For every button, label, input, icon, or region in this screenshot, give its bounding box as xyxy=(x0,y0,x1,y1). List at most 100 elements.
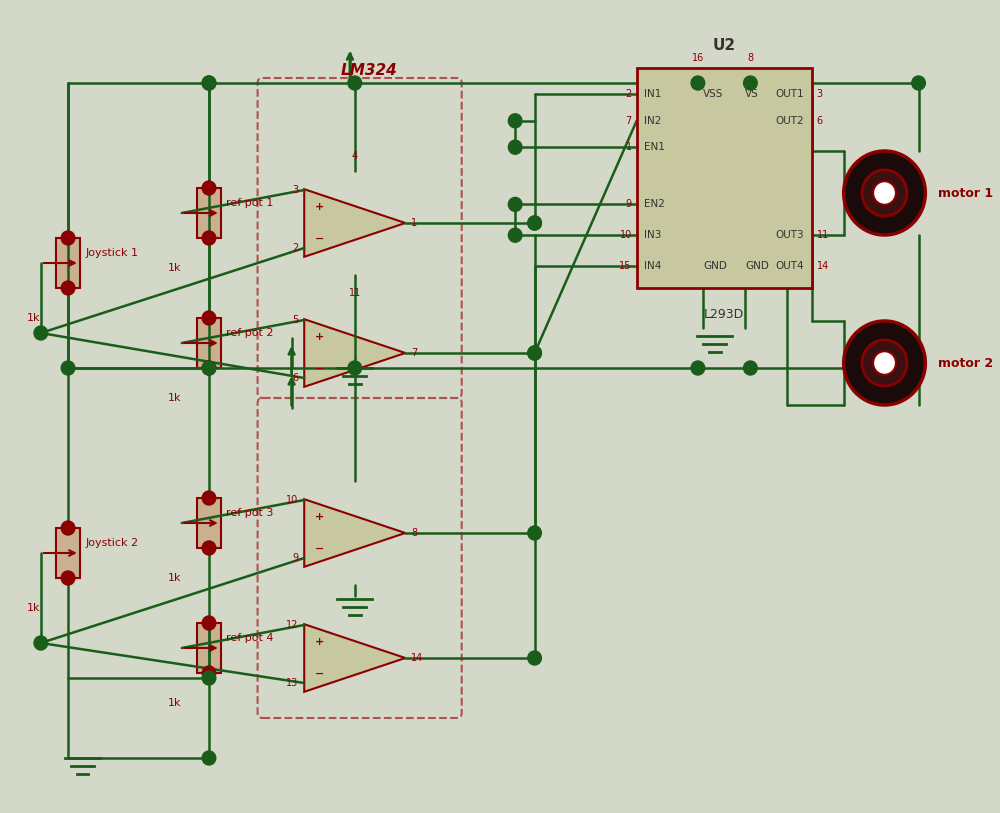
Text: 1: 1 xyxy=(411,218,417,228)
Circle shape xyxy=(202,616,216,630)
Bar xyxy=(56,528,80,578)
Text: +: + xyxy=(315,333,324,342)
Circle shape xyxy=(202,361,216,375)
Text: 2: 2 xyxy=(626,89,632,99)
Circle shape xyxy=(873,181,896,205)
Text: GND: GND xyxy=(703,261,727,271)
Circle shape xyxy=(744,76,757,90)
Circle shape xyxy=(528,346,541,360)
Text: EN2: EN2 xyxy=(644,199,665,210)
Circle shape xyxy=(528,216,541,230)
Circle shape xyxy=(34,636,48,650)
Bar xyxy=(637,68,812,288)
Circle shape xyxy=(528,346,541,360)
Text: OUT2: OUT2 xyxy=(775,115,804,126)
Text: OUT4: OUT4 xyxy=(775,261,804,271)
Circle shape xyxy=(508,198,522,211)
Text: 13: 13 xyxy=(286,678,298,688)
Text: U2: U2 xyxy=(713,38,736,53)
Circle shape xyxy=(202,361,216,375)
Text: LM324: LM324 xyxy=(341,63,398,78)
Circle shape xyxy=(528,526,541,540)
Circle shape xyxy=(508,114,522,128)
Circle shape xyxy=(61,521,75,535)
Bar xyxy=(197,623,221,673)
Text: −: − xyxy=(315,363,324,374)
Circle shape xyxy=(528,651,541,665)
Circle shape xyxy=(61,361,75,375)
Text: 3: 3 xyxy=(292,185,298,195)
Text: 1k: 1k xyxy=(168,263,182,273)
Text: 15: 15 xyxy=(619,261,632,271)
Text: 2: 2 xyxy=(292,243,298,253)
Circle shape xyxy=(844,151,925,235)
Text: 8: 8 xyxy=(411,528,417,538)
Circle shape xyxy=(202,231,216,245)
Text: Joystick 1: Joystick 1 xyxy=(86,248,139,258)
Text: 10: 10 xyxy=(620,230,632,240)
Polygon shape xyxy=(304,624,405,692)
Circle shape xyxy=(508,228,522,242)
Text: L293D: L293D xyxy=(704,308,744,321)
Circle shape xyxy=(348,76,362,90)
Text: +: + xyxy=(315,202,324,212)
Circle shape xyxy=(61,281,75,295)
Text: 8: 8 xyxy=(747,53,753,63)
Circle shape xyxy=(691,361,705,375)
Circle shape xyxy=(202,666,216,680)
Text: 1k: 1k xyxy=(168,573,182,583)
Text: −: − xyxy=(315,668,324,679)
Circle shape xyxy=(691,76,705,90)
Text: −: − xyxy=(315,233,324,244)
Text: VS: VS xyxy=(745,89,759,99)
Text: 3: 3 xyxy=(816,89,823,99)
Circle shape xyxy=(34,326,48,340)
Text: ref pot 2: ref pot 2 xyxy=(226,328,274,338)
Circle shape xyxy=(202,76,216,90)
Bar xyxy=(197,188,221,238)
Text: 1k: 1k xyxy=(27,313,41,323)
Text: ref pot 3: ref pot 3 xyxy=(226,508,274,518)
Text: IN2: IN2 xyxy=(644,115,662,126)
Circle shape xyxy=(508,140,522,154)
Text: 7: 7 xyxy=(411,348,417,358)
Text: 1k: 1k xyxy=(168,698,182,708)
Text: 14: 14 xyxy=(816,261,829,271)
Text: 6: 6 xyxy=(816,115,823,126)
Circle shape xyxy=(202,541,216,555)
Text: OUT3: OUT3 xyxy=(775,230,804,240)
Text: IN1: IN1 xyxy=(644,89,662,99)
Text: −: − xyxy=(315,544,324,554)
Text: 14: 14 xyxy=(411,653,423,663)
Text: +: + xyxy=(315,637,324,647)
Text: 11: 11 xyxy=(816,230,829,240)
Text: GND: GND xyxy=(745,261,769,271)
Text: EN1: EN1 xyxy=(644,142,665,152)
Circle shape xyxy=(844,321,925,405)
Text: 10: 10 xyxy=(286,495,298,505)
Text: ref pot 1: ref pot 1 xyxy=(226,198,274,208)
Text: 1k: 1k xyxy=(168,393,182,403)
Text: 11: 11 xyxy=(349,288,361,298)
Text: 6: 6 xyxy=(292,373,298,383)
Text: VSS: VSS xyxy=(703,89,724,99)
Circle shape xyxy=(202,671,216,685)
Circle shape xyxy=(862,170,907,216)
Text: OUT1: OUT1 xyxy=(775,89,804,99)
Circle shape xyxy=(202,181,216,195)
Text: 5: 5 xyxy=(292,315,298,325)
Polygon shape xyxy=(304,189,405,257)
Text: 1k: 1k xyxy=(27,603,41,613)
Circle shape xyxy=(912,76,925,90)
Polygon shape xyxy=(304,499,405,567)
Text: +: + xyxy=(315,512,324,523)
Bar xyxy=(197,498,221,548)
Text: 1: 1 xyxy=(626,142,632,152)
Bar xyxy=(197,318,221,368)
Circle shape xyxy=(61,231,75,245)
Circle shape xyxy=(528,216,541,230)
Text: IN3: IN3 xyxy=(644,230,662,240)
Text: 16: 16 xyxy=(692,53,704,63)
Circle shape xyxy=(202,751,216,765)
Text: Joystick 2: Joystick 2 xyxy=(86,538,139,548)
